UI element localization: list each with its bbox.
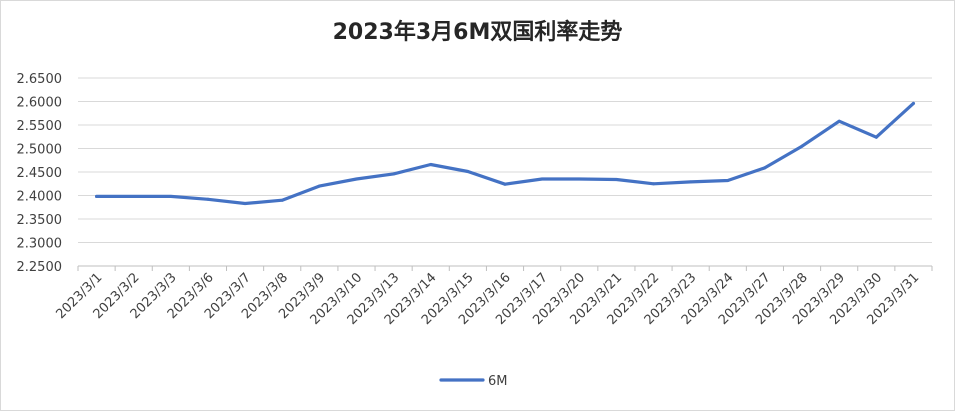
data-point [392, 172, 396, 176]
data-point [911, 101, 915, 105]
chart-title: 2023年3月6M双国利率走势 [332, 20, 623, 45]
data-point [466, 170, 470, 174]
y-tick-label: 2.3500 [17, 213, 63, 228]
data-point [614, 178, 618, 182]
data-point [354, 177, 358, 181]
data-point [132, 194, 136, 198]
legend-label: 6M [488, 374, 508, 389]
y-tick-label: 2.5000 [17, 143, 63, 158]
data-point [689, 180, 693, 184]
y-tick-label: 2.5500 [17, 119, 63, 134]
y-tick-label: 2.4500 [17, 166, 63, 181]
y-tick-label: 2.4000 [17, 190, 63, 205]
data-point [800, 144, 804, 148]
y-tick-label: 2.2500 [17, 260, 63, 275]
data-point [874, 135, 878, 139]
y-tick-label: 2.6000 [17, 96, 63, 111]
data-point [243, 201, 247, 205]
series-line-6M [94, 101, 916, 206]
y-tick-label: 2.6500 [17, 72, 63, 87]
data-point [837, 119, 841, 123]
y-tick-label: 2.3000 [17, 237, 63, 252]
data-point [280, 198, 284, 202]
data-point [429, 162, 433, 166]
data-point [95, 194, 99, 198]
data-point [503, 182, 507, 186]
data-point [763, 166, 767, 170]
data-point [726, 178, 730, 182]
data-point [540, 177, 544, 181]
data-point [652, 182, 656, 186]
data-point [206, 197, 210, 201]
data-point [169, 194, 173, 198]
data-point [577, 177, 581, 181]
data-point [317, 184, 321, 188]
